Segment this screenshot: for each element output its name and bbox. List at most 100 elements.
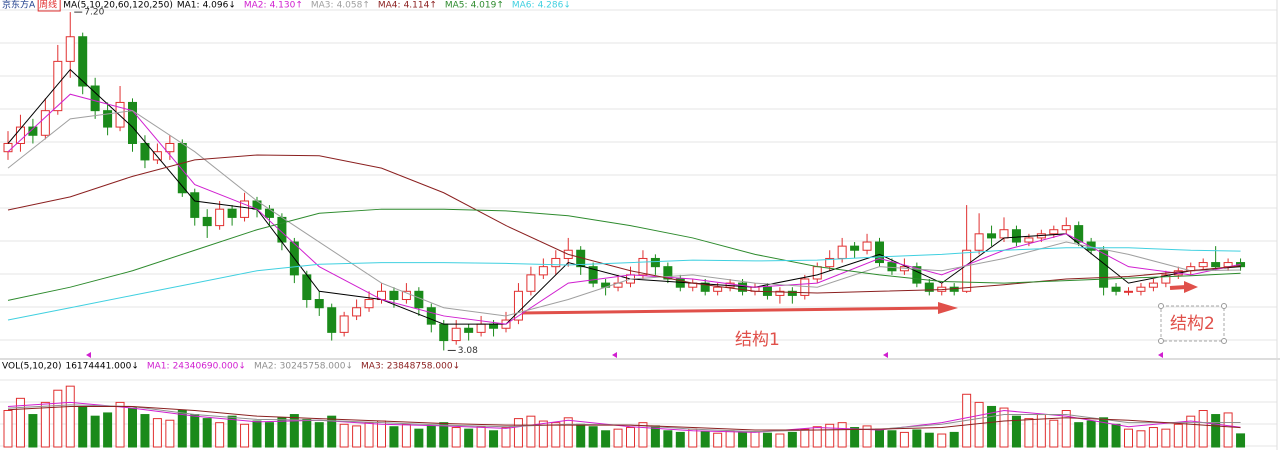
volume-bar [1223,412,1233,448]
candle-body [3,142,13,153]
volume-bar [762,432,772,448]
period: 周线 [39,0,57,11]
volume-bar [1236,433,1246,448]
candle-body [152,151,162,161]
volume-bar [501,427,511,448]
ma-title: MA(5,10,20,60,120,250) [63,1,173,11]
candle-body [65,36,75,62]
candle-body [850,245,860,251]
candle-body [912,266,922,284]
volume-bar [738,431,748,448]
candle-body [1074,225,1084,243]
legend-value: 23848758.000↓ [387,362,460,372]
volume-bar [227,415,237,448]
volume-bar [750,431,760,448]
volume-bar [688,428,698,448]
candle-body [638,257,648,276]
candle-body [663,266,673,280]
legend-name: MA3: [361,362,384,372]
ma-line [7,154,1241,294]
volume-bar [190,414,200,448]
candle-body [513,290,523,321]
volume-bar [1099,417,1109,448]
candle-body [1061,225,1071,231]
volume-bar [1186,415,1196,448]
annotation: 结构1 [735,330,780,350]
candle-body [177,142,187,194]
volume-bar [165,419,175,448]
candle-body [240,200,250,218]
volume-bar [626,427,635,448]
candle-body [588,266,598,284]
candle-body [389,290,399,301]
candle-body [526,274,536,292]
volume-bar [987,405,997,448]
box-handles [1158,303,1227,344]
legend-value: 4.130↑ [270,1,303,11]
volume-bar [538,420,548,448]
volume-bar [314,422,324,448]
volume-bar [277,417,287,448]
volume-bar [862,425,872,448]
candle-body [1024,237,1034,243]
extreme-label: 7.20 [84,8,104,18]
volume-bar [1011,415,1021,448]
volume-bar [128,407,137,448]
volume-bar [240,423,250,448]
volume-bar [1161,428,1171,448]
candle-body [700,282,710,292]
volume-bar [302,418,312,448]
candle-body [190,192,200,218]
structure-arrow-1 [519,302,958,315]
volume-bar [339,423,349,448]
candle-body [476,323,486,333]
candle-body [775,290,785,296]
volume-bar [1124,428,1133,448]
legend-name: MA2: [244,1,267,11]
volume-bar [800,428,810,448]
volume-bar [700,431,710,448]
candle-body [40,110,50,136]
candle-body [551,257,561,268]
volume-bar [588,426,598,448]
volume-bar [812,426,822,448]
ma-line [7,93,1241,325]
legend-value: 4.114↑ [404,1,437,11]
volume-bar [1148,427,1158,448]
volume-bar [115,401,125,448]
volume-bar [451,427,461,448]
candle-body [439,323,449,342]
volume-bar [937,433,947,448]
volume-value: 16174441.000↓ [65,362,138,372]
ma-line [7,405,1241,431]
volume-bar [414,428,424,448]
candle-body [15,126,25,144]
volume-bar [1173,423,1183,448]
volume-bar [912,429,922,448]
volume-bar [252,420,262,448]
volume-bar [28,414,38,448]
volume-bar [177,410,187,448]
volume-bar [775,433,785,448]
legend-value: 4.096↓ [203,1,236,11]
volume-bar [364,422,374,448]
candle-body [1211,262,1221,268]
candle-body [862,241,872,251]
candle-body [314,299,324,309]
stock-name: 京东方A [2,0,36,11]
candle-body [675,278,685,288]
volume-bar [401,423,411,448]
volume-bar [289,414,299,448]
legend-name: MA2: [254,362,277,372]
volume-title: VOL(5,10,20) [2,362,61,372]
volume-bar [140,414,150,448]
volume-bar [1049,419,1059,448]
volume-bar [1061,410,1071,448]
volume-bar [1211,414,1221,448]
candle-body [140,142,150,161]
volume-bar [78,405,88,448]
volume-bar [327,415,337,448]
legend-name: MA1: [147,362,170,372]
volume-bar [40,401,50,448]
volume-bar [526,415,536,448]
